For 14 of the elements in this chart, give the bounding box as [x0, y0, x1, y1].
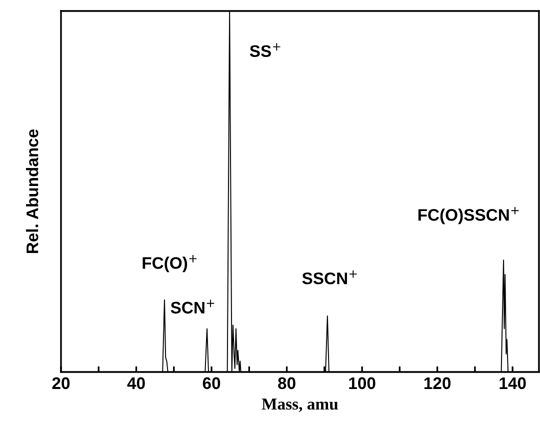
x-tick-label: 60 — [202, 377, 220, 390]
annotation: SS$^{+}$ — [250, 43, 280, 58]
annotation: SCN$^{+}$ — [170, 300, 214, 314]
x-tick-label: 40 — [127, 377, 145, 390]
x-tick-label: 80 — [278, 377, 296, 390]
x-tick-label: 140 — [500, 377, 526, 390]
y-axis-title: Rel. Abundance — [26, 129, 38, 254]
x-tick-label: 100 — [349, 377, 376, 390]
x-tick-label: 120 — [424, 377, 451, 390]
annotation: FC(O)SSCN$^{+}$ — [418, 206, 519, 224]
annotation: FC(O)$^{+}$ — [142, 255, 197, 272]
x-axis-title: Mass, amu — [262, 398, 338, 412]
annotation: SSCN$^{+}$ — [302, 270, 357, 284]
x-tick-label: 20 — [52, 377, 70, 390]
